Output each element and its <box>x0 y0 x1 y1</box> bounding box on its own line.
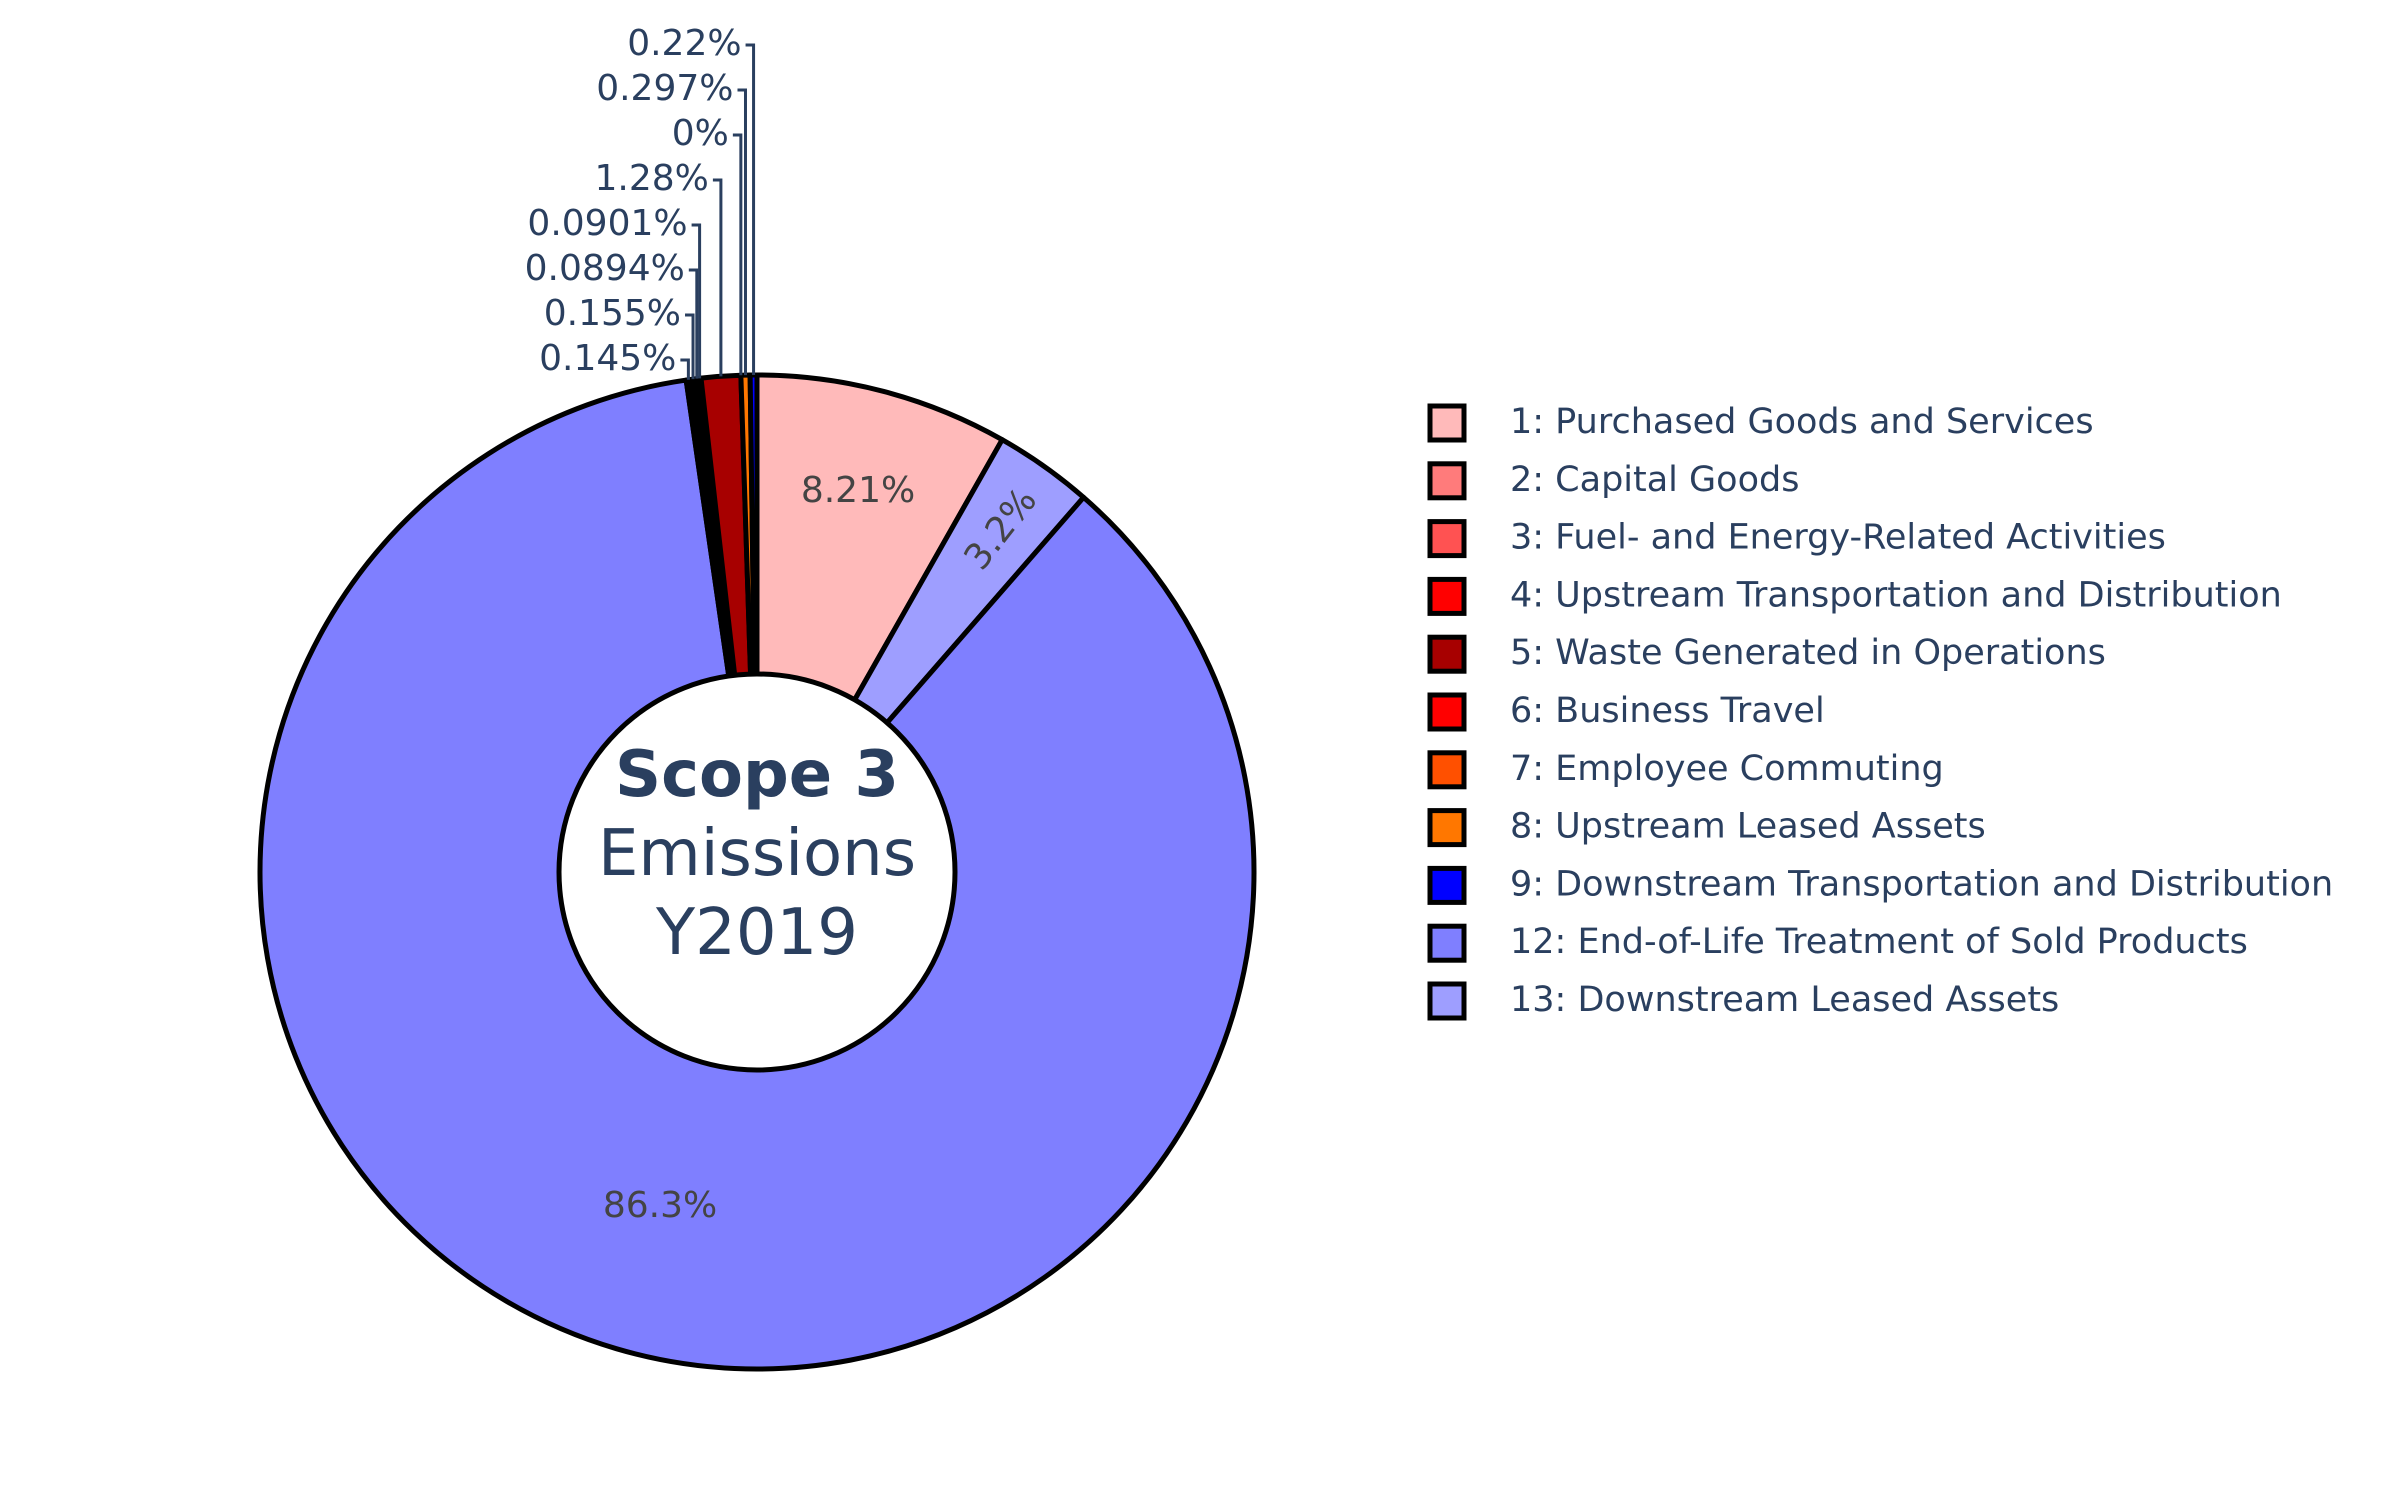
center-title-line1: Scope 3 <box>615 738 899 812</box>
slice-label-8-upstream-leased-assets: 0.297% <box>596 68 733 109</box>
slice-label-4-upstream-transportation-and-distribution: 0.0894% <box>525 248 685 289</box>
legend-label: 4: Upstream Transportation and Distribut… <box>1510 575 2282 615</box>
legend-swatch <box>1427 403 1467 443</box>
slice-label-3-fuel-and-energy-related-activities: 0.155% <box>544 293 681 334</box>
leader-line-6-business-travel <box>712 178 723 377</box>
legend-label: 12: End-of-Life Treatment of Sold Produc… <box>1510 922 2248 962</box>
legend-item-2-capital-goods[interactable]: 2: Capital Goods <box>1427 460 1799 501</box>
center-label: Scope 3 Emissions Y2019 <box>598 738 916 970</box>
legend-label: 13: Downstream Leased Assets <box>1510 980 2059 1020</box>
legend-item-5-waste-generated-in-operations[interactable]: 5: Waste Generated in Operations <box>1427 633 2106 674</box>
slice-label-1-purchased-goods-and-services: 8.21% <box>801 470 915 511</box>
legend-item-6-business-travel[interactable]: 6: Business Travel <box>1427 691 1825 732</box>
slice-label-6-business-travel: 1.28% <box>595 158 709 199</box>
legend-item-1-purchased-goods-and-services[interactable]: 1: Purchased Goods and Services <box>1427 402 2094 443</box>
donut-hole <box>556 671 958 1073</box>
leader-line-5-waste-generated-in-operations <box>691 223 702 379</box>
leader-line-3-fuel-and-energy-related-activities <box>685 313 695 380</box>
legend-label: 6: Business Travel <box>1510 691 1825 731</box>
legend-item-4-upstream-transportation-and-distribution[interactable]: 4: Upstream Transportation and Distribut… <box>1427 575 2282 616</box>
legend-swatch <box>1427 519 1467 559</box>
legend-label: 5: Waste Generated in Operations <box>1510 633 2106 673</box>
legend-label: 3: Fuel- and Energy-Related Activities <box>1510 518 2166 558</box>
center-title-line3: Y2019 <box>655 896 858 970</box>
legend-swatch <box>1427 634 1467 674</box>
leader-line-7-employee-commuting <box>732 133 743 376</box>
legend-swatch <box>1427 461 1467 501</box>
slice-label-9-downstream-transportation-and-distribution: 0.22% <box>627 23 741 64</box>
slice-labels: 8.21% 3.2%86.3%0.145%0.155%0.0894%0.0901%… <box>525 23 1045 1226</box>
leader-line-8-upstream-leased-assets <box>737 88 747 376</box>
legend: 1: Purchased Goods and Services 2: Capita… <box>1427 402 2333 1021</box>
slice-label-7-employee-commuting: 0% <box>672 113 729 154</box>
legend-label: 1: Purchased Goods and Services <box>1510 402 2094 442</box>
legend-item-8-upstream-leased-assets[interactable]: 8: Upstream Leased Assets <box>1427 807 1986 848</box>
legend-swatch <box>1427 576 1467 616</box>
leader-line-4-upstream-transportation-and-distribution <box>688 268 699 379</box>
legend-label: 7: Employee Commuting <box>1510 749 1944 789</box>
legend-item-7-employee-commuting[interactable]: 7: Employee Commuting <box>1427 749 1944 790</box>
legend-label: 8: Upstream Leased Assets <box>1510 807 1986 847</box>
legend-item-3-fuel-and-energy-related-activities[interactable]: 3: Fuel- and Energy-Related Activities <box>1427 518 2166 559</box>
legend-swatch <box>1427 692 1467 732</box>
legend-item-13-downstream-leased-assets[interactable]: 13: Downstream Leased Assets <box>1427 980 2059 1021</box>
slice-label-5-waste-generated-in-operations: 0.0901% <box>527 203 687 244</box>
legend-swatch <box>1427 865 1467 905</box>
leader-lines <box>680 43 756 380</box>
legend-swatch <box>1427 923 1467 963</box>
legend-swatch <box>1427 750 1467 790</box>
leader-line-9-downstream-transportation-and-distribution <box>745 43 756 376</box>
legend-swatch <box>1427 808 1467 848</box>
center-title-line2: Emissions <box>598 817 916 891</box>
slice-label-12-end-of-life-treatment-of-sold-products: 86.3% <box>603 1185 717 1226</box>
leader-line-2-capital-goods <box>680 358 690 380</box>
legend-item-9-downstream-transportation-and-distribution[interactable]: 9: Downstream Transportation and Distrib… <box>1427 864 2333 905</box>
legend-swatch <box>1427 981 1467 1021</box>
slice-label-2-capital-goods: 0.145% <box>539 338 676 379</box>
legend-label: 9: Downstream Transportation and Distrib… <box>1510 864 2333 904</box>
legend-label: 2: Capital Goods <box>1510 460 1799 500</box>
legend-item-12-end-of-life-treatment-of-sold-products[interactable]: 12: End-of-Life Treatment of Sold Produc… <box>1427 922 2248 963</box>
